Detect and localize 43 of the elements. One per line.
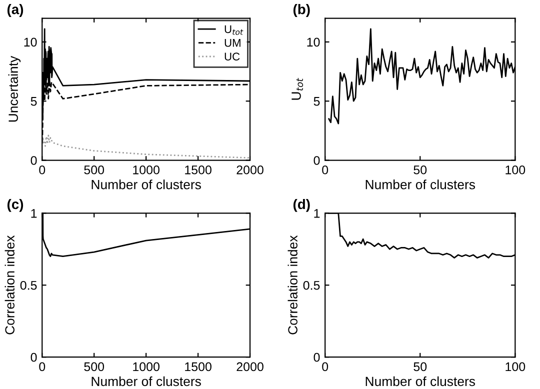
legend-label: UC	[224, 52, 240, 60]
y-tick-label: 5	[314, 97, 320, 106]
y-tick-label: 0.5	[20, 280, 37, 290]
x-axis-title: Number of clusters	[92, 376, 201, 386]
chart-title: (a)	[7, 4, 24, 17]
y-axis-title: Correlation index	[288, 235, 298, 334]
x-axis-title: Number of clusters	[366, 376, 476, 386]
x-tick-label: 2000	[236, 165, 264, 174]
x-tick-label: 1500	[185, 165, 212, 174]
y-tick-label: 0	[30, 352, 37, 362]
x-tick-label: 0	[39, 362, 46, 372]
y-tick-label: 10	[24, 38, 37, 47]
x-tick-label: 2000	[236, 362, 264, 372]
y-tick-label: 5	[30, 97, 37, 106]
x-axis-title: Number of clusters	[92, 180, 201, 190]
chart-title: (d)	[293, 198, 310, 212]
y-axis-title: Correlation index	[4, 235, 14, 334]
x-tick-label: 100	[506, 362, 526, 372]
x-tick-label: 0	[322, 362, 328, 372]
x-axis-title: Number of clusters	[366, 180, 476, 190]
y-tick-label: 0	[314, 156, 320, 165]
x-tick-label: 1500	[185, 362, 212, 372]
x-tick-label: 500	[84, 165, 104, 174]
x-tick-label: 0	[39, 165, 46, 174]
y-tick-label: 1	[31, 209, 37, 218]
y-tick-label: 0	[314, 352, 320, 362]
y-tick-label: 1	[314, 209, 320, 218]
x-tick-label: 500	[84, 362, 104, 372]
y-tick-label: 0	[30, 156, 37, 165]
legend-label: UM	[224, 39, 240, 47]
chart-title: (c)	[7, 198, 24, 212]
x-tick-label: 1000	[133, 362, 160, 372]
chart-title: (b)	[293, 4, 310, 17]
y-tick-label: 10	[307, 38, 320, 47]
y-tick-label: 0.5	[303, 280, 320, 290]
y-axis-title: U$_{tot}$	[292, 78, 304, 100]
x-tick-label: 50	[414, 362, 427, 372]
x-tick-label: 100	[506, 165, 526, 174]
x-tick-label: 1000	[133, 165, 160, 174]
y-axis-title: Uncertainty	[8, 56, 21, 122]
x-tick-label: 0	[322, 165, 328, 174]
x-tick-label: 50	[414, 165, 427, 174]
legend-label: U$_{tot}$	[224, 25, 244, 35]
